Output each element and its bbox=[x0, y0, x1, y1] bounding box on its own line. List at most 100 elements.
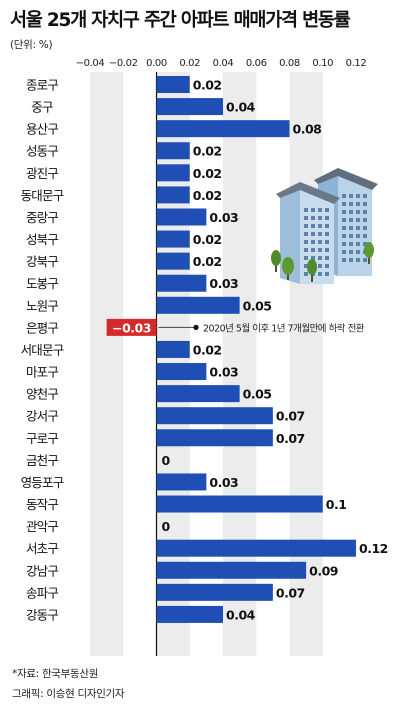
source-note: *자료: 한국부동산원 bbox=[12, 668, 99, 680]
x-tick-label: −0.02 bbox=[109, 58, 138, 69]
value-label: 0.08 bbox=[293, 122, 322, 137]
x-tick-label: 0.12 bbox=[346, 58, 367, 69]
annotation-text: 2020년 5월 이후 1년 7개월만에 하락 전환 bbox=[203, 322, 365, 334]
category-label: 영등포구 bbox=[21, 475, 64, 490]
bar bbox=[156, 164, 190, 182]
category-label: 구로구 bbox=[26, 431, 58, 446]
category-label: 강동구 bbox=[26, 607, 58, 622]
value-labels: 0.02 0.04 0.08 0.02 0.02 0.02 0.03 0.02 0.02 0.03… bbox=[112, 78, 388, 623]
value-label: 0.03 bbox=[209, 276, 238, 291]
x-tick-label: 0.10 bbox=[312, 58, 333, 69]
value-label: 0.03 bbox=[209, 210, 238, 225]
bar bbox=[156, 252, 190, 270]
value-label: 0.09 bbox=[309, 563, 338, 578]
grid-band bbox=[90, 72, 124, 656]
bar bbox=[156, 605, 223, 623]
category-label: 강북구 bbox=[26, 254, 58, 269]
x-tick-label: 0.00 bbox=[146, 58, 167, 69]
bar bbox=[156, 473, 207, 491]
category-label: 동작구 bbox=[26, 497, 58, 512]
x-axis-ticks: −0.04 −0.02 0.00 0.02 0.04 0.06 0.08 0.10 0.12 bbox=[76, 58, 367, 69]
annotation-dot bbox=[193, 324, 199, 330]
category-label: 은평구 bbox=[26, 320, 58, 335]
category-label: 강서구 bbox=[26, 409, 58, 424]
value-label: 0.07 bbox=[276, 409, 305, 424]
tree-icon bbox=[271, 250, 281, 272]
value-label: 0.03 bbox=[209, 475, 238, 490]
value-label: −0.03 bbox=[112, 320, 151, 335]
category-label: 용산구 bbox=[26, 122, 58, 137]
tree-icon bbox=[364, 242, 374, 264]
category-label: 관악구 bbox=[26, 519, 58, 534]
category-label: 송파구 bbox=[26, 585, 58, 600]
value-label: 0.02 bbox=[193, 78, 222, 93]
value-label: 0.03 bbox=[209, 365, 238, 380]
value-label: 0.02 bbox=[193, 254, 222, 269]
value-label: 0.1 bbox=[326, 497, 347, 512]
grid-band bbox=[223, 72, 257, 656]
value-label: 0.02 bbox=[193, 144, 222, 159]
bar bbox=[156, 142, 190, 160]
value-label: 0.02 bbox=[193, 342, 222, 357]
x-tick-label: 0.04 bbox=[213, 58, 234, 69]
category-label: 광진구 bbox=[26, 166, 58, 181]
category-label: 금천구 bbox=[26, 453, 58, 468]
value-label: 0.12 bbox=[359, 541, 388, 556]
bar bbox=[156, 120, 290, 138]
bar bbox=[156, 208, 207, 226]
category-labels: 종로구중구용산구성동구광진구동대문구중랑구성북구강북구도봉구노원구은평구서대문구… bbox=[21, 78, 65, 623]
value-label: 0.02 bbox=[193, 166, 222, 181]
bars bbox=[106, 76, 356, 623]
bar bbox=[106, 318, 157, 336]
category-label: 도봉구 bbox=[26, 276, 58, 291]
bar bbox=[156, 296, 240, 314]
bar bbox=[156, 429, 273, 447]
unit-label: (단위: %) bbox=[10, 39, 53, 51]
value-label: 0.02 bbox=[193, 188, 222, 203]
tree-icon bbox=[282, 257, 294, 280]
category-label: 양천구 bbox=[26, 387, 58, 402]
bar bbox=[156, 495, 323, 513]
bar bbox=[156, 230, 190, 248]
bar bbox=[156, 561, 307, 579]
value-label: 0.04 bbox=[226, 100, 256, 115]
value-label: 0 bbox=[162, 519, 171, 534]
bar bbox=[156, 363, 207, 381]
category-label: 종로구 bbox=[26, 78, 58, 93]
bar bbox=[156, 385, 240, 403]
value-label: 0.05 bbox=[243, 298, 272, 313]
bar bbox=[156, 274, 207, 292]
category-label: 성동구 bbox=[26, 144, 58, 159]
category-label: 중랑구 bbox=[26, 210, 58, 225]
bar bbox=[156, 98, 223, 116]
bar bbox=[156, 76, 190, 93]
bar bbox=[156, 583, 273, 601]
bar bbox=[156, 186, 190, 204]
category-label: 동대문구 bbox=[21, 188, 64, 203]
building-illustration bbox=[271, 168, 378, 284]
grid-band bbox=[289, 72, 323, 656]
x-tick-label: 0.02 bbox=[179, 58, 200, 69]
category-label: 마포구 bbox=[26, 365, 58, 380]
category-label: 강남구 bbox=[26, 563, 58, 578]
category-label: 중구 bbox=[31, 100, 53, 115]
category-label: 성북구 bbox=[26, 232, 58, 247]
tree-icon bbox=[307, 259, 317, 282]
category-label: 노원구 bbox=[26, 298, 58, 313]
x-tick-label: 0.06 bbox=[246, 58, 267, 69]
annotation: 2020년 5월 이후 1년 7개월만에 하락 전환 bbox=[158, 322, 365, 334]
chart-title: 서울 25개 자치구 주간 아파트 매매가격 변동률 bbox=[10, 10, 351, 31]
value-label: 0.07 bbox=[276, 431, 305, 446]
value-label: 0.04 bbox=[226, 607, 256, 622]
value-label: 0.02 bbox=[193, 232, 222, 247]
value-label: 0.05 bbox=[243, 387, 272, 402]
bar bbox=[156, 340, 190, 358]
x-tick-label: 0.08 bbox=[279, 58, 300, 69]
bar bbox=[156, 407, 273, 425]
bar bbox=[156, 539, 356, 557]
credit-note: 그래픽: 이승현 디자인기자 bbox=[12, 688, 125, 700]
background-bands bbox=[90, 72, 323, 656]
category-label: 서초구 bbox=[26, 541, 58, 556]
category-label: 서대문구 bbox=[21, 342, 64, 357]
